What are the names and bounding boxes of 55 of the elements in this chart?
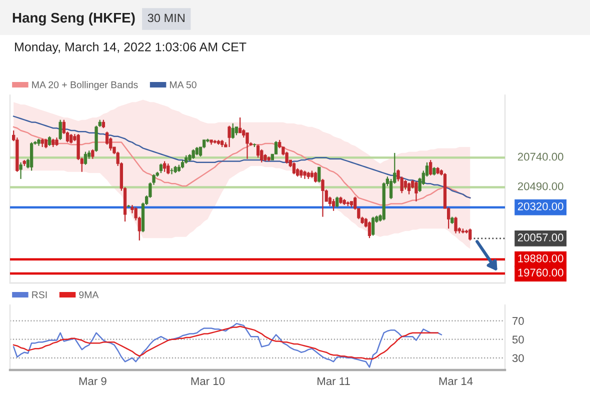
x-tick-label: Mar 14 bbox=[439, 377, 473, 386]
candlestick bbox=[404, 180, 407, 190]
candlestick bbox=[368, 220, 372, 239]
candlestick bbox=[192, 148, 195, 160]
candlestick bbox=[314, 171, 318, 184]
candlestick bbox=[336, 196, 339, 208]
candlestick bbox=[318, 166, 321, 184]
ref-line-label: 20320.00 bbox=[518, 202, 564, 210]
ref-line-label: 20490.00 bbox=[518, 182, 564, 190]
line-series bbox=[12, 326, 438, 360]
y-tick-label: 50 bbox=[512, 336, 524, 344]
legend-label: MA 50 bbox=[170, 81, 196, 88]
x-tick-label: Mar 10 bbox=[191, 377, 225, 386]
legend-label: 9MA bbox=[79, 291, 99, 298]
candlestick bbox=[256, 144, 260, 158]
legend-label: MA 20 + Bollinger Bands bbox=[32, 81, 138, 90]
candlestick bbox=[163, 160, 166, 172]
y-tick-label: 70 bbox=[512, 317, 524, 325]
ref-line-label: 20740.00 bbox=[518, 152, 564, 161]
candlestick bbox=[238, 116, 242, 134]
candlestick bbox=[332, 198, 336, 212]
chart-title: Hang Seng (HKFE) bbox=[12, 12, 135, 26]
candlestick bbox=[170, 168, 174, 175]
candlestick bbox=[454, 216, 458, 234]
candlestick bbox=[372, 216, 375, 236]
ref-line-label: 20057.00 bbox=[518, 234, 564, 242]
candlestick bbox=[407, 182, 411, 195]
candlestick bbox=[429, 159, 432, 176]
candlestick bbox=[468, 228, 472, 241]
candlestick bbox=[166, 163, 170, 175]
candlestick bbox=[70, 133, 73, 144]
candlestick bbox=[30, 142, 34, 172]
candlestick bbox=[84, 151, 88, 166]
y-tick-label: 30 bbox=[512, 354, 524, 362]
line-series bbox=[12, 322, 442, 368]
candlestick bbox=[91, 148, 94, 160]
candlestick bbox=[414, 180, 418, 202]
candlestick bbox=[44, 138, 48, 149]
text: 30 MIN bbox=[148, 14, 184, 22]
x-tick-label: Mar 9 bbox=[79, 377, 106, 386]
legend-label: RSI bbox=[32, 291, 47, 298]
candlestick bbox=[321, 178, 324, 218]
candlestick bbox=[48, 136, 52, 146]
candlestick bbox=[231, 122, 234, 140]
candlestick bbox=[292, 162, 296, 175]
candlestick bbox=[260, 148, 264, 163]
ref-line-label: 19880.00 bbox=[518, 254, 564, 262]
candlestick bbox=[19, 162, 22, 180]
ref-line-label: 19760.00 bbox=[518, 268, 564, 277]
candlestick bbox=[58, 119, 62, 140]
candlestick bbox=[159, 163, 163, 174]
chart-subtitle: Monday, March 14, 2022 1:03:06 AM CET bbox=[15, 42, 246, 54]
candlestick bbox=[228, 125, 231, 148]
candlestick bbox=[246, 132, 249, 160]
x-tick-label: Mar 11 bbox=[318, 377, 350, 386]
